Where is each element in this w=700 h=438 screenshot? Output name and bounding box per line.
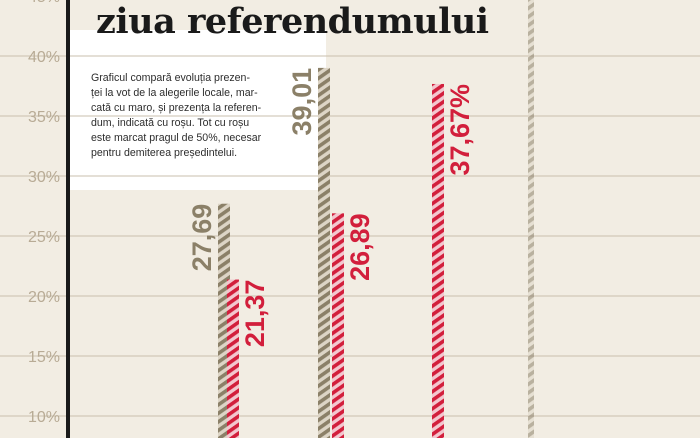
y-tick-label: 25% xyxy=(28,229,60,246)
description-line: cată cu maro, și prezența la referen- xyxy=(91,102,262,114)
y-tick-label: 10% xyxy=(28,409,60,426)
chart-title: ziua referendumului xyxy=(96,1,489,42)
description-panel xyxy=(68,30,326,190)
red-bar xyxy=(332,213,344,438)
bar-value-label: 37,67% xyxy=(445,84,475,176)
y-tick-label: 30% xyxy=(28,169,60,186)
description-line: dum, indicată cu roșu. Tot cu roșu xyxy=(91,117,250,129)
panel-frame xyxy=(66,0,70,438)
chart-description: Graficul compară evoluția prezen- ței la… xyxy=(91,71,291,161)
y-tick-label: 40% xyxy=(28,49,60,66)
description-line: Graficul compară evoluția prezen- xyxy=(91,72,250,84)
description-line: ței la vot de la alegerile locale, mar- xyxy=(91,87,258,99)
data-labels: 27,69 39,01 21,37 26,89 37,67% xyxy=(187,68,475,347)
red-bar xyxy=(227,279,239,438)
bar-value-label: 26,89 xyxy=(345,213,375,281)
description-line: pentru demiterea președintelui. xyxy=(91,147,238,159)
bars xyxy=(218,67,444,438)
column-separator-right xyxy=(528,0,534,438)
brown-bar xyxy=(318,67,330,438)
y-tick-label: 45% xyxy=(28,0,60,6)
y-axis: 10% 15% 20% 25% 30% 35% 40% 45% xyxy=(28,0,60,426)
y-tick-label: 20% xyxy=(28,289,60,306)
bar-value-label: 39,01 xyxy=(287,68,317,136)
bar-value-label: 27,69 xyxy=(187,204,217,272)
red-bar xyxy=(432,83,444,438)
description-line: este marcat pragul de 50%, necesar xyxy=(91,132,262,144)
y-tick-label: 35% xyxy=(28,109,60,126)
gridlines xyxy=(0,55,700,417)
y-tick-label: 15% xyxy=(28,349,60,366)
bar-value-label: 21,37 xyxy=(240,280,270,348)
